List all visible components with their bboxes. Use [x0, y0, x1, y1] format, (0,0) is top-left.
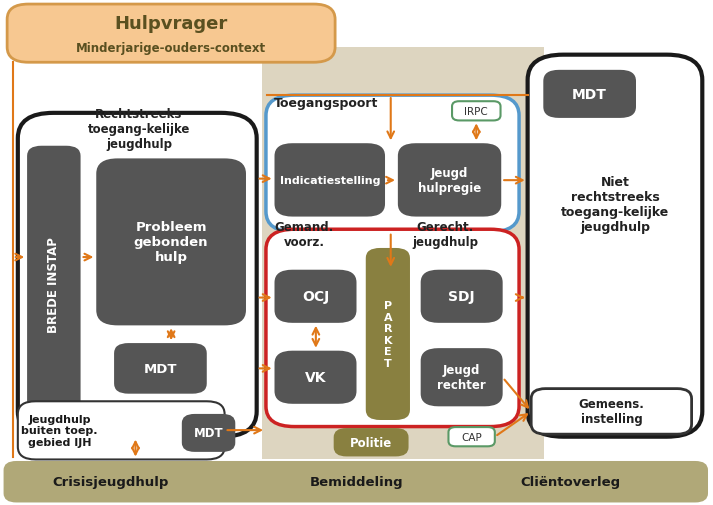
FancyBboxPatch shape — [421, 270, 503, 323]
FancyBboxPatch shape — [114, 343, 207, 394]
Text: Jeugd
rechter: Jeugd rechter — [437, 364, 486, 391]
FancyBboxPatch shape — [18, 401, 225, 460]
FancyBboxPatch shape — [366, 248, 410, 420]
FancyBboxPatch shape — [18, 114, 257, 437]
FancyBboxPatch shape — [266, 230, 519, 427]
FancyBboxPatch shape — [27, 146, 81, 422]
FancyBboxPatch shape — [275, 270, 356, 323]
Text: MDT: MDT — [573, 88, 607, 102]
Text: CAP: CAP — [461, 432, 482, 442]
Text: Jeugd
hulpregie: Jeugd hulpregie — [418, 167, 481, 194]
FancyBboxPatch shape — [448, 427, 495, 446]
Text: Hulpvrager: Hulpvrager — [115, 15, 227, 33]
FancyBboxPatch shape — [543, 71, 636, 119]
Text: Jeugdhulp
buiten toep.
gebied IJH: Jeugdhulp buiten toep. gebied IJH — [21, 414, 98, 447]
Text: P
A
R
K
E
T: P A R K E T — [384, 300, 392, 368]
FancyBboxPatch shape — [4, 461, 708, 502]
Text: OCJ: OCJ — [302, 290, 329, 304]
Text: Cliëntoverleg: Cliëntoverleg — [520, 475, 620, 488]
FancyBboxPatch shape — [275, 144, 385, 217]
Text: SDJ: SDJ — [448, 290, 475, 304]
Text: Crisisjeugdhulp: Crisisjeugdhulp — [52, 475, 169, 488]
Text: Minderjarige-ouders-context: Minderjarige-ouders-context — [76, 42, 266, 55]
FancyBboxPatch shape — [7, 5, 335, 63]
Text: Bemiddeling: Bemiddeling — [309, 475, 404, 488]
Text: BREDE INSTAP: BREDE INSTAP — [47, 236, 61, 332]
Text: MDT: MDT — [144, 362, 177, 375]
Text: Gerecht.
jeugdhulp: Gerecht. jeugdhulp — [412, 221, 478, 249]
FancyBboxPatch shape — [96, 159, 246, 326]
Text: Toegangspoort: Toegangspoort — [275, 97, 379, 110]
FancyBboxPatch shape — [531, 389, 692, 434]
Bar — [262, 48, 544, 460]
FancyBboxPatch shape — [334, 428, 409, 457]
FancyBboxPatch shape — [528, 56, 702, 437]
FancyBboxPatch shape — [452, 102, 501, 121]
Text: MDT: MDT — [194, 427, 223, 439]
Text: Indicatiestelling: Indicatiestelling — [279, 176, 380, 185]
FancyBboxPatch shape — [182, 414, 235, 452]
FancyBboxPatch shape — [398, 144, 501, 217]
Text: Gemeens.
instelling: Gemeens. instelling — [578, 397, 645, 426]
Text: Gemand.
voorz.: Gemand. voorz. — [275, 221, 334, 249]
Text: Rechtstreeks
toegang­kelijke
jeugdhulp: Rechtstreeks toegang­kelijke jeugdhulp — [88, 108, 190, 150]
FancyBboxPatch shape — [421, 348, 503, 407]
FancyBboxPatch shape — [266, 96, 519, 232]
Text: Probleem
gebonden
hulp: Probleem gebonden hulp — [134, 221, 208, 264]
Text: IRPC: IRPC — [464, 107, 488, 117]
Text: Niet
rechtstreeks
toegang­kelijke
jeugdhulp: Niet rechtstreeks toegang­kelijke jeugdh… — [561, 176, 670, 233]
Text: Politie: Politie — [350, 436, 392, 449]
FancyBboxPatch shape — [275, 351, 356, 404]
Text: VK: VK — [304, 371, 327, 384]
